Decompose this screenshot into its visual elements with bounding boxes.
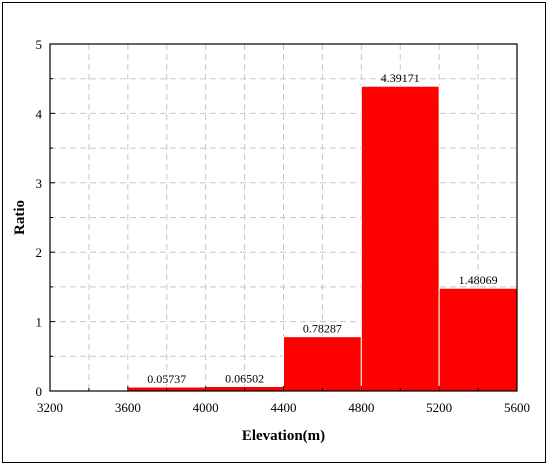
y-tick-label: 4 xyxy=(36,106,43,121)
x-tick-label: 5600 xyxy=(504,400,530,415)
bar-value-label: 1.48069 xyxy=(459,273,498,287)
bar-value-label: 0.78287 xyxy=(303,322,342,336)
bar-value-label: 0.06502 xyxy=(225,371,264,385)
bar-value-label: 0.05737 xyxy=(147,372,186,386)
y-tick-label: 0 xyxy=(36,384,43,399)
x-tick-label: 4800 xyxy=(348,400,374,415)
x-tick-label: 3200 xyxy=(37,400,63,415)
x-tick-label: 4000 xyxy=(193,400,219,415)
x-tick-label: 4400 xyxy=(271,400,297,415)
ticks-layer: 3200 3600 4000 4400 4800 5200 5600 0 1 2 3 4 5 xyxy=(36,37,531,415)
bar xyxy=(283,336,362,392)
bar xyxy=(360,85,440,392)
data-labels-layer: 0.05737 0.06502 0.78287 4.39171 1.48069 xyxy=(147,71,497,386)
bar xyxy=(438,287,518,392)
x-tick-label: 3600 xyxy=(115,400,141,415)
y-tick-label: 5 xyxy=(36,37,43,52)
y-axis-title: Ratio xyxy=(12,200,28,235)
x-axis-title: Elevation(m) xyxy=(242,428,325,444)
bar-value-label: 4.39171 xyxy=(381,71,420,85)
y-tick-label: 1 xyxy=(36,315,43,330)
y-tick-label: 2 xyxy=(36,245,43,260)
grid-layer xyxy=(50,44,517,391)
y-tick-label: 3 xyxy=(36,176,43,191)
x-tick-label: 5200 xyxy=(426,400,452,415)
